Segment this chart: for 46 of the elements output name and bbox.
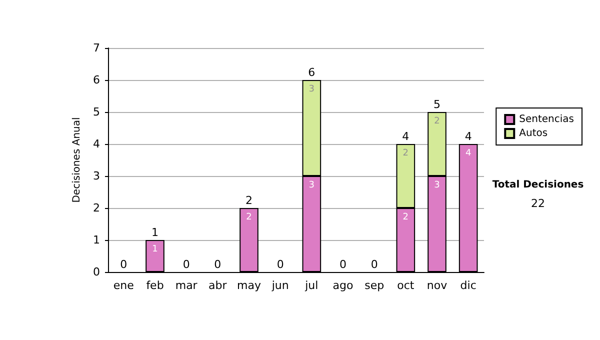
total-label: 0: [340, 258, 346, 271]
data-label: 3: [308, 180, 315, 190]
total-label: 4: [402, 130, 410, 143]
x-tick-label: mar: [175, 279, 198, 292]
x-tick-label: abr: [208, 279, 228, 292]
text: Total Decisiones: [492, 180, 584, 190]
data-label: 2: [434, 116, 440, 126]
data-label: 3: [308, 84, 315, 94]
total-label: 5: [434, 98, 440, 111]
x-tick-label: dic: [460, 279, 476, 292]
x-tick-label: jul: [304, 279, 318, 292]
y-tick-label: 7: [93, 42, 100, 54]
data-label: 4: [465, 148, 472, 158]
total-label: 2: [246, 194, 252, 207]
legend-label: Sentencias: [519, 114, 574, 125]
total-label: 0: [370, 258, 378, 271]
y-tick-label: 4: [93, 138, 100, 150]
y-tick-label: 5: [93, 106, 100, 118]
data-label: 2: [246, 212, 252, 222]
x-tick-label: nov: [426, 279, 448, 292]
total-label: 0: [182, 258, 190, 271]
y-tick-label: 1: [93, 234, 100, 246]
total-label: 0: [214, 258, 222, 271]
data-label: 2: [402, 212, 409, 222]
data-label: 1: [152, 244, 158, 254]
total-label: 4: [464, 130, 472, 143]
y-tick-label: 2: [93, 202, 100, 214]
legend-label: Autos: [519, 128, 548, 139]
total-label: 0: [276, 258, 284, 271]
total-label: 1: [152, 226, 158, 239]
x-tick-label: feb: [146, 279, 164, 292]
text: 22: [531, 197, 545, 210]
x-tick-label: may: [237, 279, 262, 292]
data-label: 3: [434, 180, 440, 190]
x-tick-label: ago: [332, 279, 354, 292]
x-tick-label: oct: [397, 279, 415, 292]
x-tick-label: sep: [364, 279, 384, 292]
x-tick-label: jun: [270, 279, 289, 292]
total-label: 6: [308, 66, 316, 79]
data-label: 2: [402, 148, 409, 158]
y-axis-title: Decisiones Anual: [72, 117, 83, 203]
x-tick-label: ene: [113, 279, 134, 292]
y-tick-label: 0: [93, 266, 100, 278]
y-tick-label: 6: [93, 74, 100, 86]
y-tick-label: 3: [93, 170, 100, 182]
total-label: 0: [120, 258, 128, 271]
